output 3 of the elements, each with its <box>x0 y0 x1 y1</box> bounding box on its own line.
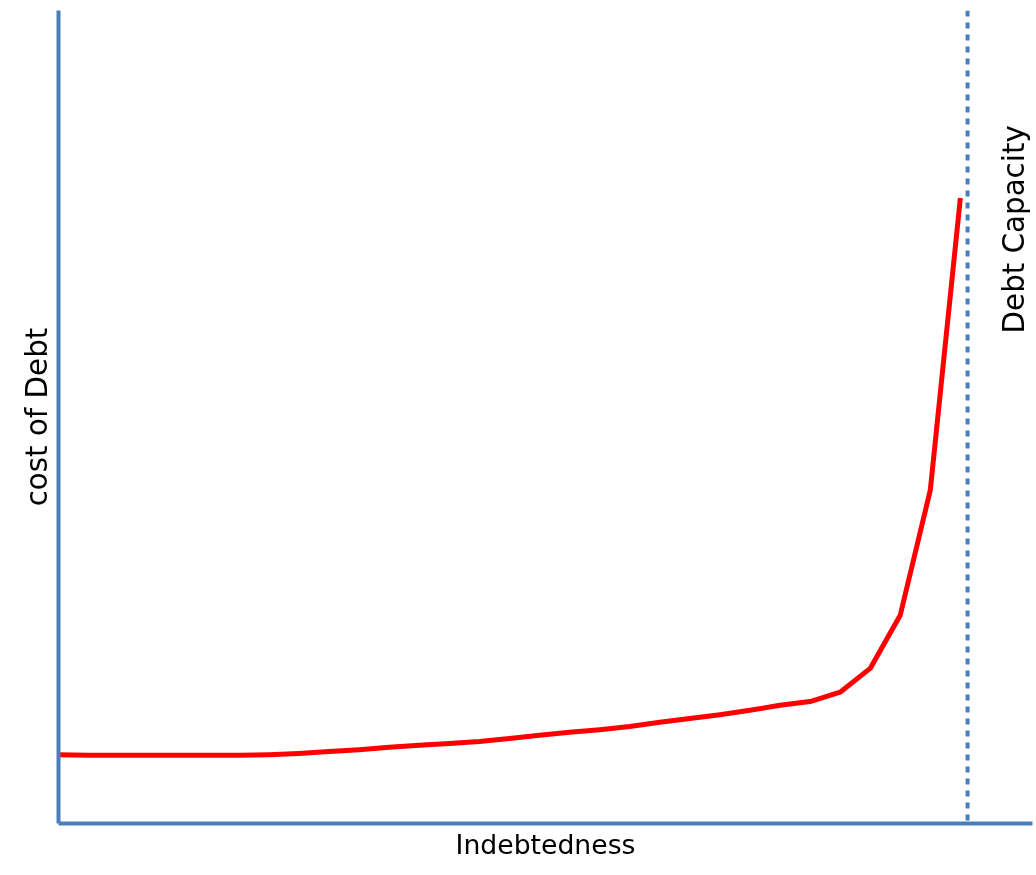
text: Debt Capacity <box>997 125 1032 334</box>
x-axis-title: Indebtedness <box>455 828 636 860</box>
y-axis-title: cost of Debt <box>19 327 54 507</box>
